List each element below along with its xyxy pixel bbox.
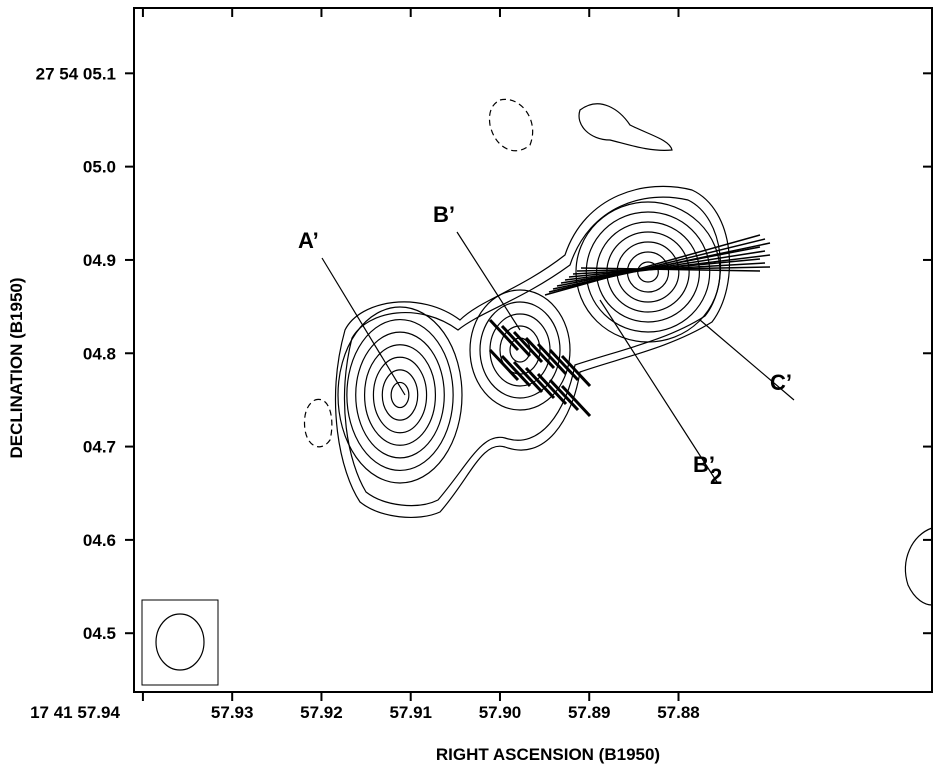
- vector: [488, 318, 520, 352]
- beam: [141, 599, 219, 686]
- contour: [578, 103, 673, 151]
- annotation: B’: [433, 202, 455, 227]
- vector: [560, 354, 592, 388]
- vector: [544, 234, 761, 296]
- vector: [548, 378, 580, 412]
- y-tick-label: 04.5: [83, 624, 116, 643]
- annotation-leader: [456, 231, 521, 331]
- vector: [568, 258, 761, 278]
- contour: [469, 289, 571, 411]
- plot-frame: [133, 7, 933, 693]
- polarization-vectors: [488, 234, 771, 418]
- contour: [488, 98, 534, 152]
- y-tick-label: 27 54 05.1: [36, 64, 116, 83]
- vector: [488, 348, 520, 382]
- contour: [355, 331, 445, 459]
- contour: [372, 356, 428, 434]
- x-tick-label: 57.93: [211, 703, 254, 722]
- vector: [580, 267, 761, 272]
- x-tick-label: 57.91: [389, 703, 432, 722]
- vector: [536, 342, 568, 376]
- x-tick-label: 57.90: [479, 703, 522, 722]
- beam-ellipse: [155, 613, 205, 671]
- vector: [524, 336, 556, 370]
- x-tick-label: 57.92: [300, 703, 343, 722]
- vector: [548, 348, 580, 382]
- vector: [512, 330, 544, 364]
- outer-contours: [303, 98, 933, 606]
- vector: [500, 324, 532, 358]
- annotation: C’: [770, 370, 792, 395]
- x-tick-label: 17 41 57.94: [30, 703, 120, 722]
- y-tick-label: 04.9: [83, 251, 116, 270]
- contour: [904, 527, 933, 606]
- vector: [560, 384, 592, 418]
- vector: [512, 360, 544, 394]
- y-tick-label: 04.8: [83, 344, 116, 363]
- contour: [381, 369, 419, 421]
- contour: [585, 211, 711, 333]
- annotation-leader: [599, 299, 718, 483]
- vector: [548, 238, 766, 293]
- contour: [337, 306, 463, 484]
- contour: [303, 398, 333, 448]
- y-tick-label: 04.7: [83, 438, 116, 457]
- beam-box: [141, 599, 219, 686]
- contour: [575, 201, 721, 343]
- contour: [343, 196, 722, 507]
- contour: [637, 261, 659, 283]
- vector: [536, 372, 568, 406]
- y-tick-label: 05.0: [83, 158, 116, 177]
- x-tick-label: 57.88: [657, 703, 700, 722]
- annotation: B’: [693, 452, 715, 477]
- annotation: A’: [298, 228, 319, 253]
- y-tick-label: 04.6: [83, 531, 116, 550]
- contour: [346, 318, 454, 472]
- vector: [560, 250, 766, 284]
- x-tick-label: 57.89: [568, 703, 611, 722]
- vector: [500, 354, 532, 388]
- vector: [524, 366, 556, 400]
- annotation-leader: [321, 257, 406, 396]
- annotation-subscript: 2: [710, 464, 722, 489]
- y-axis-label: DECLINATION (B1950): [7, 277, 26, 458]
- contour: [390, 381, 410, 409]
- x-axis-label: RIGHT ASCENSION (B1950): [436, 745, 660, 764]
- annotation-leader: [699, 319, 795, 401]
- contour: [479, 301, 561, 399]
- contour: [363, 344, 437, 446]
- vector: [556, 246, 761, 287]
- contour: [509, 337, 531, 363]
